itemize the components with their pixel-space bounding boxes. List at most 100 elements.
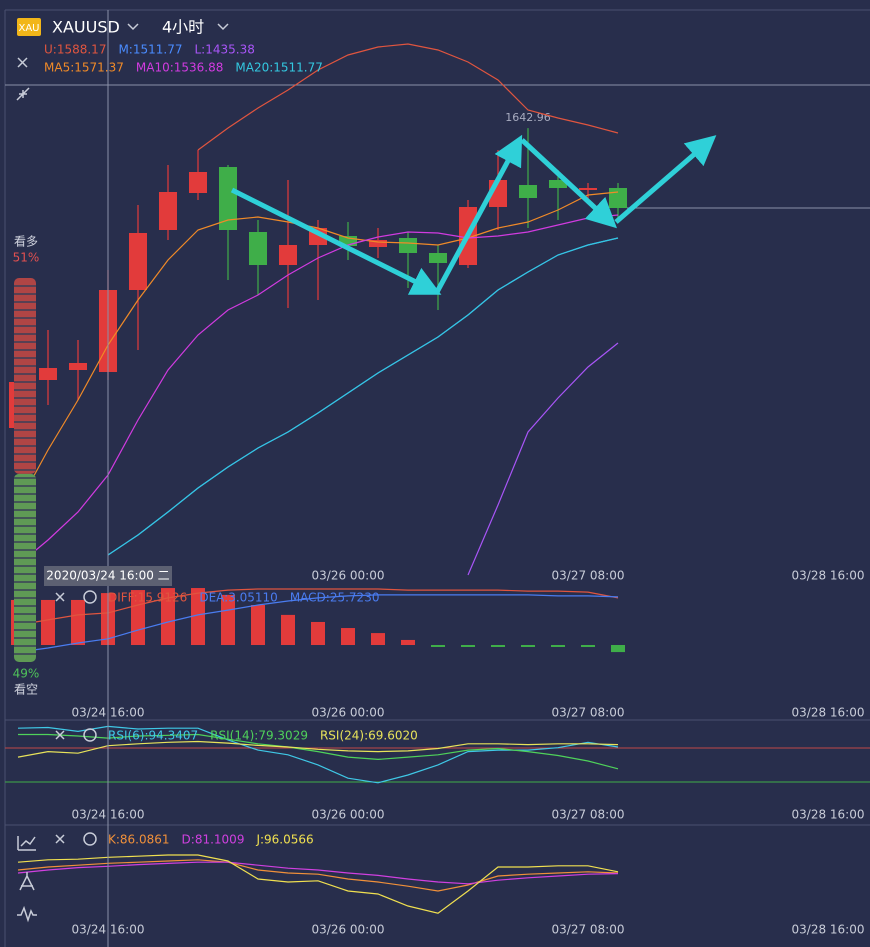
arrow [434, 134, 523, 294]
crosshair-label: 2020/03/24 16:00 二 [46, 569, 169, 583]
macd-bar [551, 645, 565, 647]
candle-body [159, 192, 177, 230]
indicator-line [107, 237, 619, 556]
candle-body [69, 363, 87, 370]
close-button[interactable] [17, 57, 28, 68]
indicator-line [197, 43, 619, 151]
indicator-line [17, 191, 619, 506]
settings-button[interactable] [83, 590, 97, 604]
bear-percent: 49% [13, 667, 40, 681]
arrow [614, 135, 717, 224]
bull-gauge [14, 278, 36, 474]
legend-entry: D:81.1009 [182, 833, 245, 847]
macd-bar [491, 645, 505, 647]
candle-body [519, 185, 537, 198]
candle-body [369, 240, 387, 247]
overlay: 2020/03/24 16:00 二 U:1588.17 M:1511.77 L:14… [13, 10, 418, 947]
legend-entry: J:96.0566 [255, 833, 313, 847]
indicator-line [17, 588, 619, 626]
candle-body [429, 253, 447, 263]
symbol-icon-text: XAU [18, 23, 39, 34]
legend-entry: MACD:25.7230 [290, 591, 380, 605]
macd-bar [251, 605, 265, 645]
macd-bar [521, 645, 535, 647]
bull-label: 看多 [14, 235, 38, 249]
indicator-tool[interactable] [17, 836, 36, 851]
macd-bar [311, 621, 325, 645]
time-label: 03/26 00:00 [312, 923, 385, 937]
macd-bar [461, 645, 475, 647]
drawn-arrows [230, 134, 717, 295]
draw-tool[interactable] [19, 872, 35, 891]
candle-body [129, 233, 147, 290]
close-button[interactable] [55, 730, 65, 740]
bull-percent: 51% [13, 251, 40, 265]
macd-bar [341, 628, 355, 645]
close-button[interactable] [55, 834, 65, 844]
crosshair-label-box [44, 566, 172, 586]
macd-bar [71, 599, 85, 645]
candle-body [399, 238, 417, 253]
indicator-line [17, 740, 619, 758]
time-label: 03/26 00:00 [312, 706, 385, 720]
collapse-button[interactable] [16, 87, 30, 101]
arrow [230, 187, 442, 295]
macd-bar [431, 645, 445, 647]
legend-entry: L:1435.38 [194, 43, 254, 57]
legend-entry: M:1511.77 [118, 43, 182, 57]
macd-bar [371, 633, 385, 645]
close-button[interactable] [55, 592, 65, 602]
legend-entry: RSI(24):69.6020 [320, 729, 418, 743]
wave-tool[interactable] [17, 905, 37, 923]
time-label: 03/27 08:00 [552, 569, 625, 583]
macd-bar [401, 639, 415, 645]
bear-gauge [14, 473, 36, 662]
high-price-label: 1642.96 [505, 111, 551, 124]
symbol-icon [17, 18, 41, 36]
macd-bar [41, 599, 55, 645]
legend-entry: MA5:1571.37 [44, 61, 124, 75]
time-label: 03/27 08:00 [552, 923, 625, 937]
candle-body [339, 236, 357, 246]
symbol-dropdown[interactable] [127, 23, 139, 31]
indicator-line [17, 214, 619, 566]
indicator-line [18, 733, 619, 770]
indicator-line [17, 594, 619, 653]
legend-entry: DEA:3.05110 [199, 591, 278, 605]
candle-body [609, 188, 627, 208]
settings-button[interactable] [83, 832, 97, 846]
macd-bar [221, 594, 235, 645]
candle-body [249, 232, 267, 265]
time-label: 03/28 16:00 [792, 923, 865, 937]
settings-button[interactable] [83, 728, 97, 742]
interval-dropdown[interactable] [217, 23, 229, 31]
legend-entry: K:86.0861 [108, 833, 170, 847]
legend-entry: U:1588.17 [44, 43, 106, 57]
macd-bar [161, 588, 175, 645]
time-label: 03/28 16:00 [792, 808, 865, 822]
time-label: 03/27 08:00 [552, 706, 625, 720]
candle-body [279, 245, 297, 265]
macd-bar [581, 645, 595, 648]
time-label: 03/27 08:00 [552, 808, 625, 822]
time-label: 03/28 16:00 [792, 706, 865, 720]
candle-body [39, 368, 57, 380]
time-label: 03/26 00:00 [312, 808, 385, 822]
time-label: 03/28 16:00 [792, 569, 865, 583]
indicator-line [467, 342, 619, 576]
interval[interactable]: 4小时 [162, 18, 204, 37]
candle-body [219, 167, 237, 230]
candle-body [549, 180, 567, 188]
legend-entry: MA20:1511.77 [235, 61, 323, 75]
candle-body [189, 172, 207, 193]
symbol[interactable]: XAUUSD [52, 18, 120, 37]
bear-label: 看空 [14, 683, 38, 697]
indicator-line [17, 854, 619, 914]
legend-entry: RSI(6):94.3407 [108, 729, 198, 743]
candle-body [579, 188, 597, 190]
macd-bar [281, 614, 295, 645]
legend-entry: RSI(14):79.3029 [210, 729, 308, 743]
indicator-line [17, 859, 619, 892]
